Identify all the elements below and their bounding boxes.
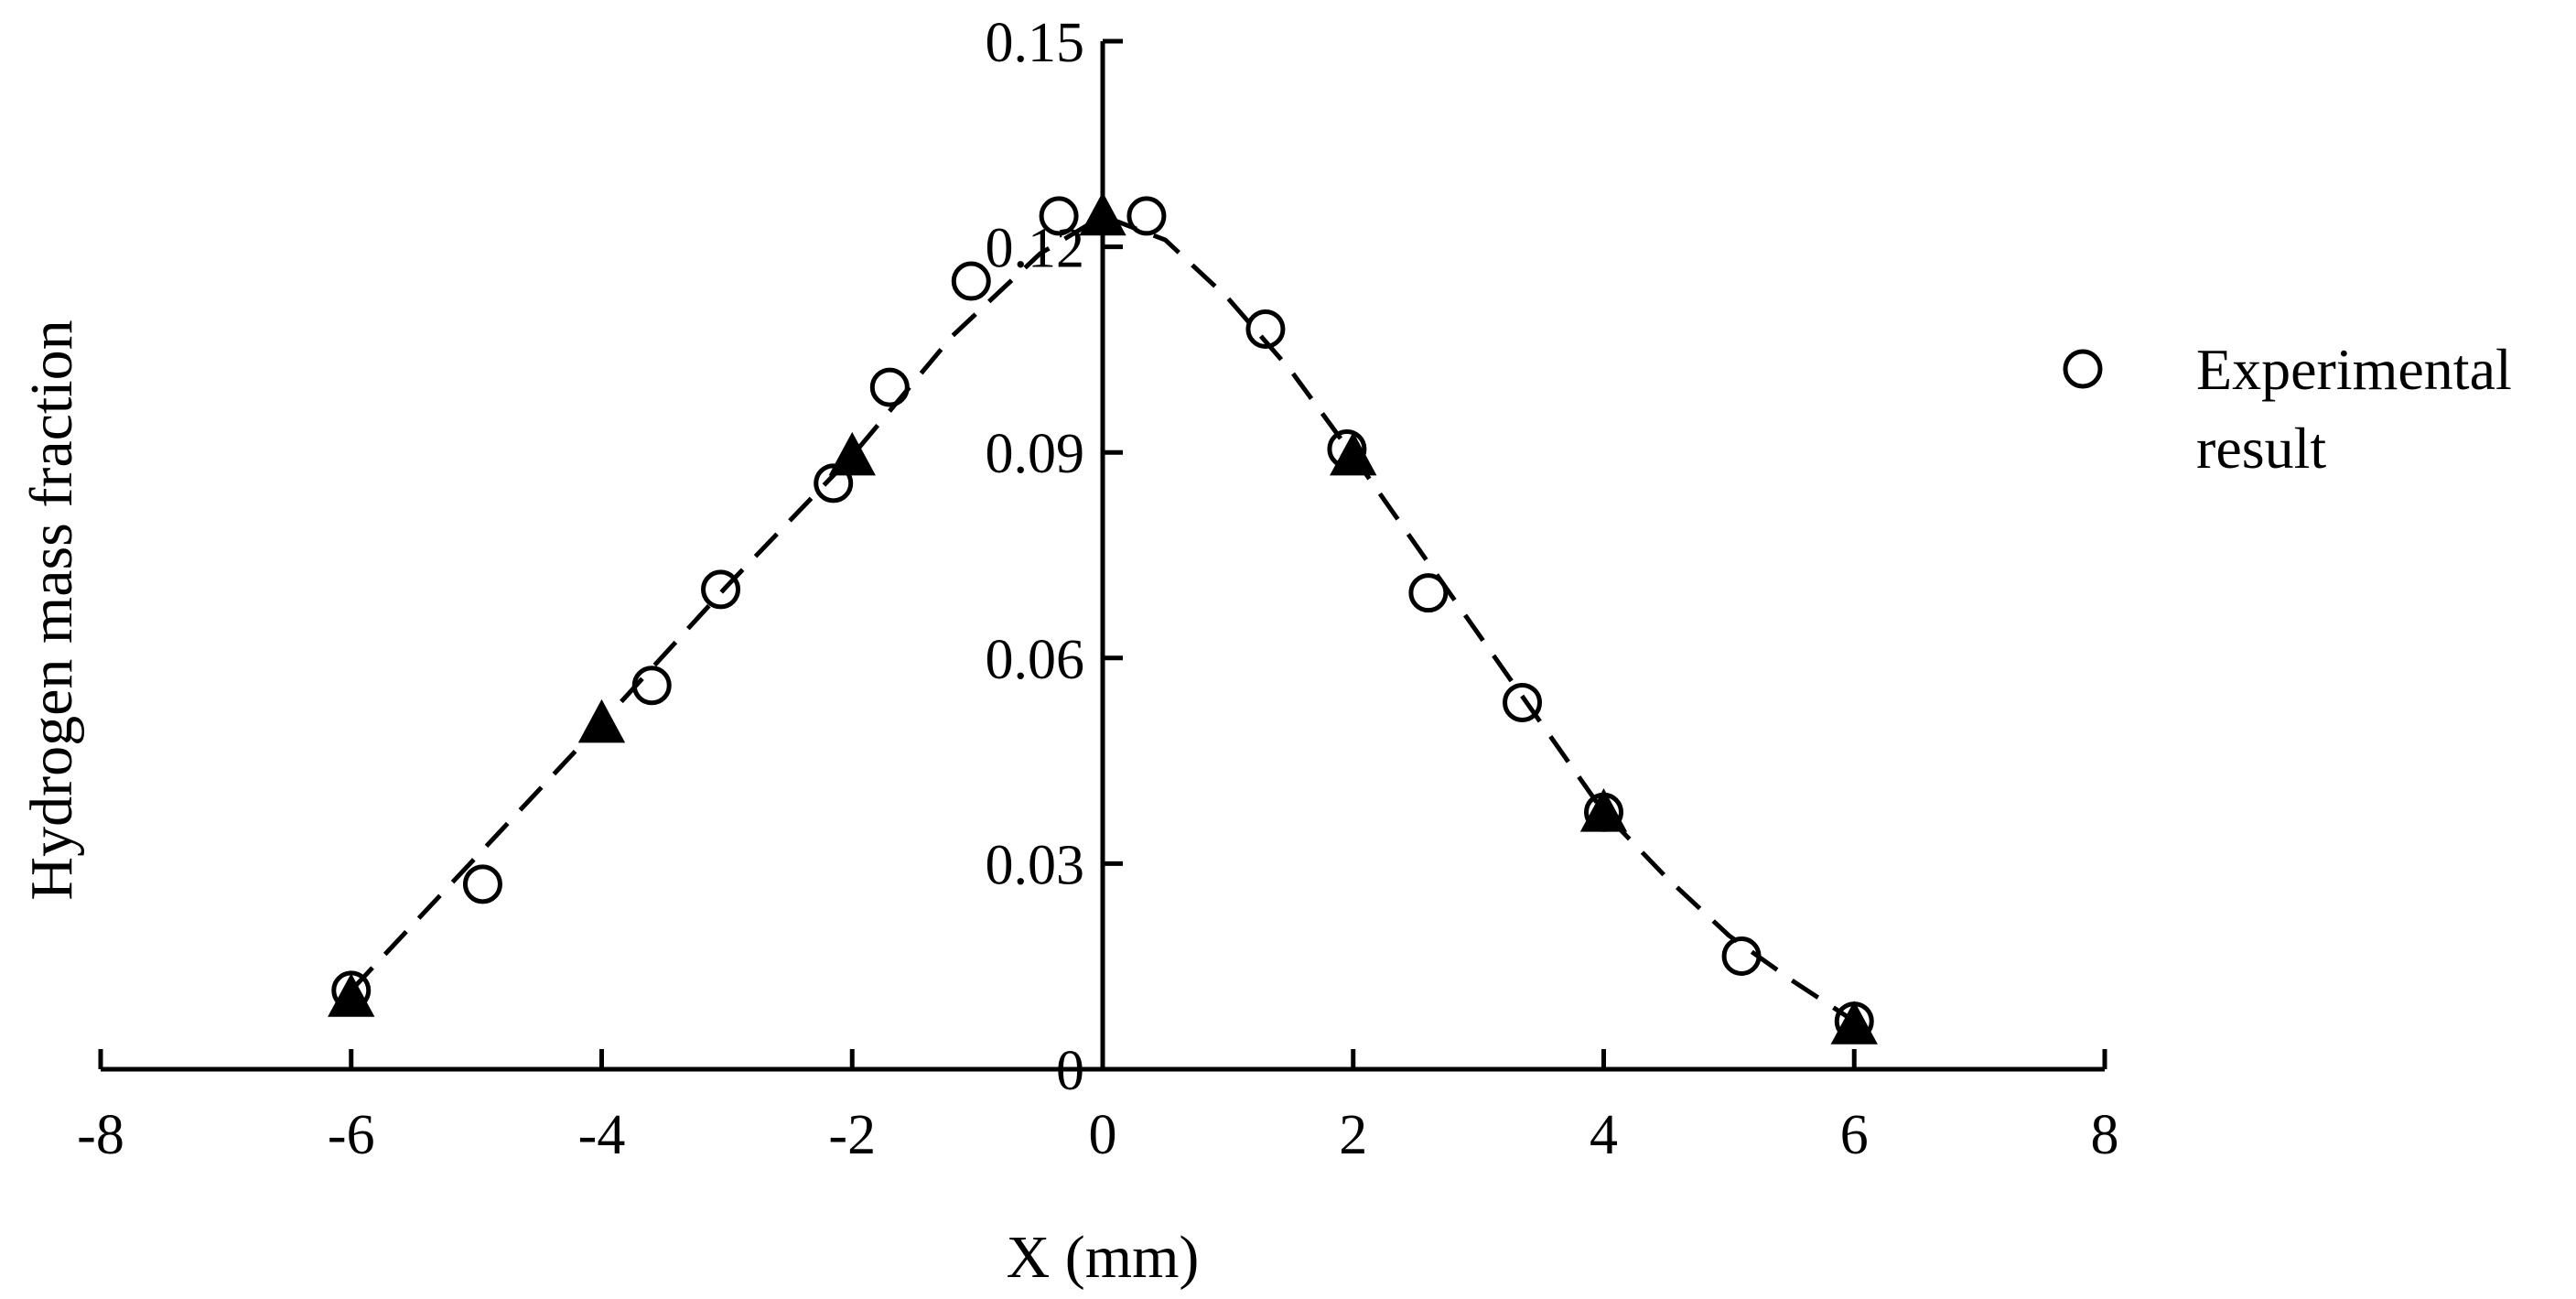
triangle-marker: [577, 698, 626, 743]
triangle-marker: [1330, 431, 1377, 476]
legend: Experimental result: [2063, 337, 2512, 481]
experimental-markers-layer: [331, 196, 1874, 1042]
y-tick-label: 0.03: [986, 834, 1085, 896]
y-tick-label: 0.06: [986, 629, 1085, 691]
experimental-marker: [331, 970, 372, 1011]
triangle-marker: [828, 431, 876, 476]
experimental-marker: [814, 463, 854, 503]
x-tick-label: 6: [1840, 1104, 1869, 1166]
experimental-marker: [1126, 196, 1167, 236]
x-tick-label: 0: [1089, 1104, 1117, 1166]
x-tick-label: -6: [328, 1104, 375, 1166]
legend-label-experimental: Experimental result: [2196, 337, 2512, 481]
experimental-marker: [1834, 1001, 1874, 1042]
experimental-marker: [701, 569, 741, 610]
y-axis-label: Hydrogen mass fraction: [18, 319, 85, 900]
x-tick-label: 2: [1339, 1104, 1367, 1166]
experimental-marker: [951, 261, 991, 301]
experimental-marker: [631, 666, 672, 706]
y-tick-label: 0.15: [986, 12, 1085, 74]
experimental-marker: [869, 367, 910, 407]
y-tick-label: 0.09: [986, 423, 1085, 485]
experimental-marker: [462, 864, 502, 904]
legend-label-line: Experimental: [2196, 337, 2512, 402]
x-tick-label: -2: [828, 1104, 876, 1166]
x-tick-label: -8: [77, 1104, 124, 1166]
experimental-marker: [1245, 309, 1286, 349]
experimental-marker: [1408, 573, 1449, 613]
x-axis-label: X (mm): [1007, 1224, 1200, 1291]
experimental-marker: [1503, 682, 1543, 722]
fit-curve-line: [349, 213, 1856, 1023]
legend-marker-experimental: [2063, 349, 2103, 389]
x-tick-label: -4: [578, 1104, 626, 1166]
x-tick-label: 4: [1590, 1104, 1618, 1166]
experimental-marker: [1327, 428, 1367, 469]
y-tick-label: 0: [1056, 1040, 1084, 1102]
axes: -8 -6 -4 -2 0 2 4 6 8 0 0.03 0.06 0.09 0.12 0.15: [77, 12, 2118, 1166]
experimental-marker: [1584, 792, 1623, 832]
triangle-marker: [1079, 191, 1126, 236]
legend-label-line: result: [2196, 416, 2326, 481]
y-tick-label: 0.12: [986, 218, 1085, 280]
experimental-marker: [1721, 936, 1762, 976]
experimental-marker: [1039, 196, 1079, 236]
fit-curve-layer: [349, 213, 1856, 1023]
x-tick-label: 8: [2091, 1104, 2119, 1166]
